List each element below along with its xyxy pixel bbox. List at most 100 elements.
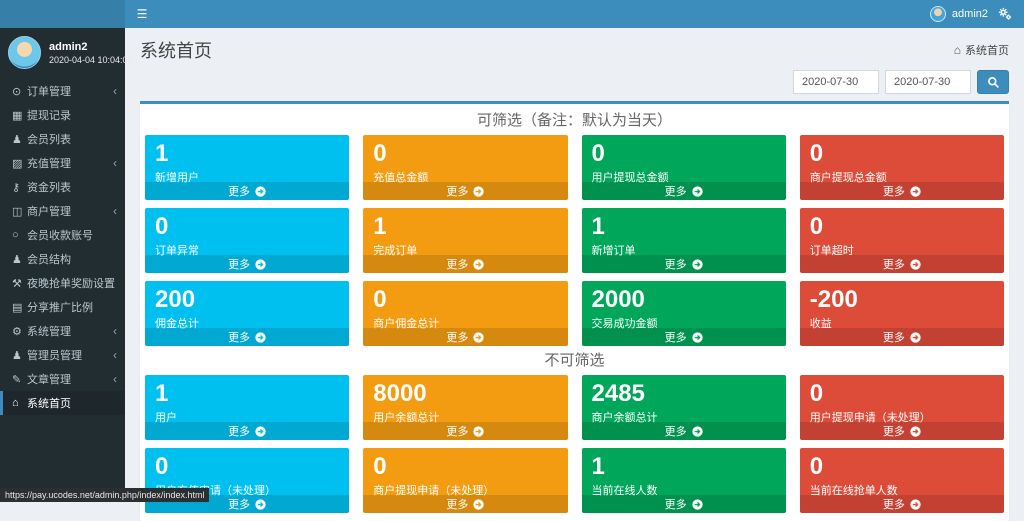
more-label: 更多 — [665, 183, 687, 199]
arrow-circle-right-icon — [255, 259, 266, 270]
stat-value: 2000 — [592, 286, 776, 314]
sidebar-item-0[interactable]: ⊙订单管理‹ — [0, 79, 125, 103]
more-link[interactable]: 更多 — [582, 255, 786, 273]
arrow-circle-right-icon — [692, 259, 703, 270]
more-link[interactable]: 更多 — [145, 255, 349, 273]
more-label: 更多 — [446, 256, 468, 272]
more-link[interactable]: 更多 — [582, 495, 786, 513]
more-label: 更多 — [665, 423, 687, 439]
stat-value: 0 — [373, 286, 557, 314]
more-link[interactable]: 更多 — [363, 328, 567, 346]
section-title: 可筛选（备注：默认为当天） — [143, 106, 1006, 135]
more-link[interactable]: 更多 — [582, 182, 786, 200]
more-link[interactable]: 更多 — [800, 255, 1004, 273]
stat-value: 8000 — [373, 380, 557, 408]
more-link[interactable]: 更多 — [582, 422, 786, 440]
sidebar-item-10[interactable]: ⚙系统管理‹ — [0, 319, 125, 343]
arrow-circle-right-icon — [910, 259, 921, 270]
bank-icon: ◫ — [12, 205, 27, 218]
sidebar-item-5[interactable]: ◫商户管理‹ — [0, 199, 125, 223]
stat-value: 2485 — [592, 380, 776, 408]
more-link[interactable]: 更多 — [145, 328, 349, 346]
more-label: 更多 — [665, 256, 687, 272]
more-link[interactable]: 更多 — [363, 182, 567, 200]
target-icon: ⊙ — [12, 85, 27, 98]
date-from-input[interactable] — [793, 70, 879, 94]
more-link[interactable]: 更多 — [582, 328, 786, 346]
sidebar-item-4[interactable]: ⚷资金列表 — [0, 175, 125, 199]
sidebar-item-label: 文章管理 — [27, 371, 71, 387]
more-link[interactable]: 更多 — [800, 495, 1004, 513]
sidebar-item-7[interactable]: ♟会员结构 — [0, 247, 125, 271]
stat-value: 0 — [810, 380, 994, 408]
chevron-left-icon: ‹ — [113, 84, 117, 98]
arrow-circle-right-icon — [473, 426, 484, 437]
sidebar-item-12[interactable]: ✎文章管理‹ — [0, 367, 125, 391]
sidebar-item-6[interactable]: ○会员收款账号 — [0, 223, 125, 247]
date-to-input[interactable] — [885, 70, 971, 94]
arrow-circle-right-icon — [692, 499, 703, 510]
arrow-circle-right-icon — [910, 499, 921, 510]
navbar-user-menu[interactable]: admin2 — [930, 6, 988, 22]
sidebar-item-3[interactable]: ▨充值管理‹ — [0, 151, 125, 175]
more-label: 更多 — [883, 329, 905, 345]
settings-button[interactable] — [998, 7, 1012, 21]
more-link[interactable]: 更多 — [800, 182, 1004, 200]
more-label: 更多 — [883, 256, 905, 272]
more-label: 更多 — [883, 496, 905, 512]
main-content: 系统首页 ⌂ 系统首页 可筛选（备注：默认为当天）1新增用户更多0充值总金额更多… — [125, 28, 1024, 502]
more-label: 更多 — [665, 496, 687, 512]
stat-value: 0 — [155, 453, 339, 481]
search-button[interactable] — [977, 70, 1009, 94]
more-link[interactable]: 更多 — [800, 422, 1004, 440]
more-link[interactable]: 更多 — [363, 422, 567, 440]
sidebar-item-13[interactable]: ⌂系统首页 — [0, 391, 125, 415]
sidebar-item-label: 提现记录 — [27, 107, 71, 123]
sidebar-item-8[interactable]: ⚒夜晚抢单奖励设置 — [0, 271, 125, 295]
sidebar-item-9[interactable]: ▤分享推广比例 — [0, 295, 125, 319]
more-label: 更多 — [228, 256, 250, 272]
sidebar-user-datetime: 2020-04-04 10:04:00 — [49, 55, 133, 65]
arrow-circle-right-icon — [473, 499, 484, 510]
user-avatar — [8, 36, 41, 69]
sidebar-item-label: 管理员管理 — [27, 347, 82, 363]
sidebar-item-label: 分享推广比例 — [27, 299, 93, 315]
sidebar-item-1[interactable]: ▦提现记录 — [0, 103, 125, 127]
more-link[interactable]: 更多 — [363, 255, 567, 273]
sidebar-menu: ⊙订单管理‹▦提现记录♟会员列表▨充值管理‹⚷资金列表◫商户管理‹○会员收款账号… — [0, 79, 125, 415]
sidebar-toggle-button[interactable]: ☰ — [125, 0, 159, 28]
sidebar-user-panel: admin2 2020-04-04 10:04:00 — [0, 28, 125, 79]
sidebar-item-2[interactable]: ♟会员列表 — [0, 127, 125, 151]
sidebar-item-11[interactable]: ♟管理员管理‹ — [0, 343, 125, 367]
more-link[interactable]: 更多 — [145, 422, 349, 440]
arrow-circle-right-icon — [255, 499, 266, 510]
navbar-avatar — [930, 6, 946, 22]
more-link[interactable]: 更多 — [800, 328, 1004, 346]
sidebar-item-label: 系统管理 — [27, 323, 71, 339]
arrow-circle-right-icon — [910, 426, 921, 437]
sidebar-user-name: admin2 — [49, 40, 133, 54]
more-label: 更多 — [883, 423, 905, 439]
image-icon: ▨ — [12, 157, 27, 170]
more-link[interactable]: 更多 — [363, 495, 567, 513]
edit-icon: ✎ — [12, 373, 27, 386]
arrow-circle-right-icon — [255, 426, 266, 437]
more-link[interactable]: 更多 — [145, 182, 349, 200]
sidebar-item-label: 系统首页 — [27, 395, 71, 411]
home-icon: ⌂ — [12, 397, 27, 409]
chevron-left-icon: ‹ — [113, 324, 117, 338]
breadcrumb[interactable]: ⌂ 系统首页 — [954, 42, 1009, 58]
search-icon — [987, 76, 1000, 89]
